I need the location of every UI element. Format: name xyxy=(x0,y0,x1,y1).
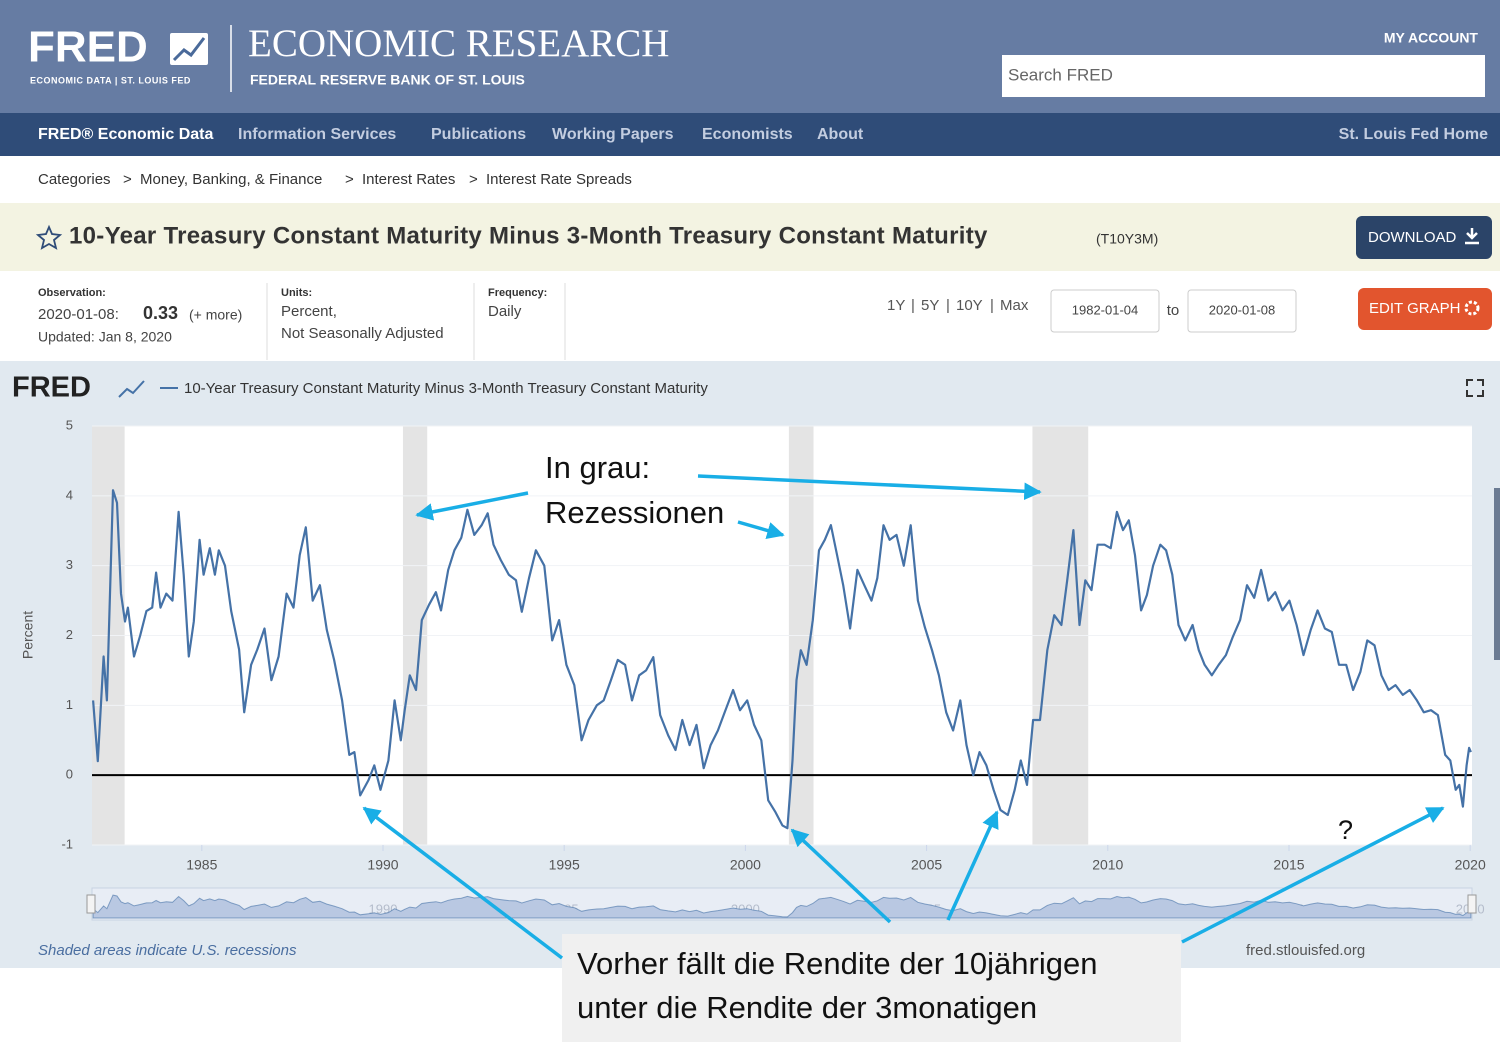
favorite-star[interactable] xyxy=(35,224,63,250)
x-tick-label: 2020 xyxy=(1455,857,1486,873)
my-account[interactable]: MY ACCOUNT xyxy=(1384,30,1479,46)
chart-logo: FRED xyxy=(12,372,91,404)
nav-bar xyxy=(0,113,1500,156)
start-date: 1982-01-04 xyxy=(1072,302,1139,317)
x-tick-label: 2000 xyxy=(730,857,761,873)
breadcrumb-separator: > xyxy=(345,171,354,188)
y-tick-label: -1 xyxy=(61,836,73,851)
nav-item[interactable]: Working Papers xyxy=(552,126,674,143)
arrows xyxy=(362,474,1445,960)
annotation: Rezessionen xyxy=(545,495,724,530)
download-button[interactable] xyxy=(1356,216,1492,259)
range-preset[interactable]: 10Y xyxy=(956,297,983,314)
org-name: ECONOMIC RESEARCH xyxy=(248,22,669,65)
y-tick-label: 3 xyxy=(66,557,73,572)
breadcrumb-item[interactable]: Interest Rates xyxy=(362,171,455,188)
meta-label: Units: xyxy=(281,287,312,299)
title-band xyxy=(0,203,1500,271)
search-placeholder: Search FRED xyxy=(1008,65,1113,84)
fullscreen-icon[interactable] xyxy=(1466,379,1484,397)
x-tick-label: 1990 xyxy=(367,857,398,873)
range-preset[interactable]: 1Y xyxy=(887,297,905,314)
breadcrumb-separator: > xyxy=(469,171,478,188)
recession-note: Shaded areas indicate U.S. recessions xyxy=(38,942,297,959)
nav-item[interactable]: About xyxy=(817,126,864,143)
range-preset[interactable]: 5Y xyxy=(921,297,939,314)
breadcrumb-item[interactable]: Money, Banking, & Finance xyxy=(140,171,322,188)
annotation: Vorher fällt die Rendite der 10jährigen xyxy=(577,946,1097,981)
breadcrumb-item[interactable]: Interest Rate Spreads xyxy=(486,171,632,188)
units: Not Seasonally Adjusted xyxy=(281,325,444,342)
range-separator: | xyxy=(911,297,915,314)
y-tick-label: 2 xyxy=(66,627,73,642)
edit-graph-label: EDIT GRAPH xyxy=(1369,300,1460,317)
x-tick-label: 2015 xyxy=(1273,857,1304,873)
series-code: (T10Y3M) xyxy=(1096,231,1158,247)
observation-date: 2020-01-08: xyxy=(38,306,119,323)
range-separator: | xyxy=(990,297,994,314)
logo-icon xyxy=(170,33,208,65)
logo-subtitle: ECONOMIC DATA | ST. LOUIS FED xyxy=(30,75,191,85)
units: Percent, xyxy=(281,303,337,320)
annotation: unter die Rendite der 3monatigen xyxy=(577,990,1037,1025)
y-tick-label: 4 xyxy=(66,487,73,502)
frequency: Daily xyxy=(488,303,522,320)
breadcrumb-separator: > xyxy=(123,171,132,188)
search-box[interactable] xyxy=(1002,55,1485,97)
plot: -1 0 1 2 3 4 5 1985 1990 1995 2000 2005 2010 2015 2020 xyxy=(61,417,1486,872)
logo[interactable]: FRED xyxy=(28,23,148,72)
download-icon xyxy=(1465,228,1479,245)
bank-name: FEDERAL RESERVE BANK OF ST. LOUIS xyxy=(250,72,525,88)
range-to: to xyxy=(1167,302,1180,319)
meta-label: Frequency: xyxy=(488,287,547,299)
navigator-handle[interactable] xyxy=(1467,894,1477,914)
x-tick-label: 1995 xyxy=(549,857,580,873)
updated: Updated: Jan 8, 2020 xyxy=(38,329,172,345)
x-tick-label: 1985 xyxy=(186,857,217,873)
meta-label: Observation: xyxy=(38,287,106,299)
y-tick-label: 1 xyxy=(66,697,73,712)
legend-label[interactable]: 10-Year Treasury Constant Maturity Minus… xyxy=(184,380,708,397)
series-line xyxy=(92,489,1472,830)
start-date-input[interactable] xyxy=(1050,289,1160,333)
chart-logo-icon xyxy=(118,380,145,398)
nav-home[interactable]: St. Louis Fed Home xyxy=(1339,126,1488,143)
y-tick-label: 5 xyxy=(66,417,73,432)
breadcrumb-item[interactable]: Categories xyxy=(38,171,111,188)
y-tick-label: 0 xyxy=(66,767,73,782)
y-axis-label: Percent xyxy=(20,611,36,659)
gear-icon xyxy=(1464,300,1480,316)
nav-item[interactable]: FRED® Economic Data xyxy=(38,126,213,143)
download-label: DOWNLOAD xyxy=(1368,229,1457,246)
observation-value: 0.33 xyxy=(143,303,178,323)
nav-item[interactable]: Information Services xyxy=(238,126,396,143)
source[interactable]: fred.stlouisfed.org xyxy=(1246,942,1365,959)
annotation: ? xyxy=(1338,815,1353,845)
end-date-input[interactable] xyxy=(1187,289,1297,333)
edit-graph-button[interactable] xyxy=(1358,288,1492,330)
series-title: 10-Year Treasury Constant Maturity Minus… xyxy=(69,222,988,249)
range-preset[interactable]: Max xyxy=(1000,297,1029,314)
x-tick-label: 2010 xyxy=(1092,857,1123,873)
navigator-handle[interactable] xyxy=(86,894,96,914)
x-tick-label: 2005 xyxy=(911,857,942,873)
nav-item[interactable]: Economists xyxy=(702,126,793,143)
annotation: In grau: xyxy=(545,450,650,485)
range-separator: | xyxy=(946,297,950,314)
nav-item[interactable]: Publications xyxy=(431,126,526,143)
scrollbar[interactable] xyxy=(1494,488,1500,660)
end-date: 2020-01-08 xyxy=(1209,302,1276,317)
more-link[interactable]: (+ more) xyxy=(189,307,242,323)
annotation-box xyxy=(562,934,1181,1042)
